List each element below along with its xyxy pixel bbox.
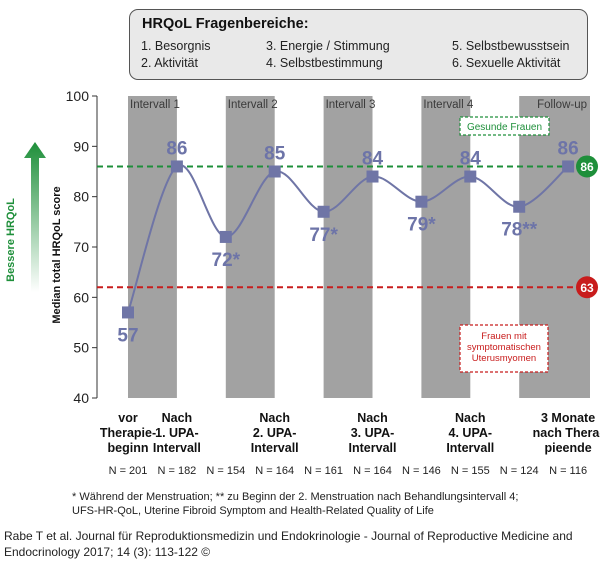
healthy-label-text: Gesunde Frauen <box>467 122 542 133</box>
interval-band-2 <box>225 96 275 398</box>
data-point-label: 79* <box>407 215 436 236</box>
footnote-abbreviation: UFS-HR-QoL, Uterine Fibroid Symptom and … <box>72 505 434 517</box>
data-point-marker <box>268 165 281 178</box>
better-hrqol-arrow <box>24 142 46 292</box>
data-point-label: 85 <box>264 144 286 165</box>
interval-band-label: Intervall 2 <box>228 99 278 111</box>
sample-size-label: N = 201 <box>109 465 148 477</box>
data-point-marker <box>366 170 379 183</box>
data-point-label: 86 <box>558 138 579 159</box>
data-point-marker <box>219 230 232 243</box>
data-point-label: 57 <box>117 325 138 346</box>
sample-size-label: N = 146 <box>402 465 441 477</box>
data-point-label: 72* <box>212 250 241 271</box>
legend-item-besorgnis: 1. Besorgnis <box>141 39 211 53</box>
data-point-label: 77* <box>309 225 338 246</box>
sample-size-label: N = 164 <box>353 465 392 477</box>
x-category-label: Intervall <box>153 441 201 455</box>
x-category-label: Nach <box>259 411 290 425</box>
reference-badge-value: 86 <box>580 160 594 174</box>
interval-band-3 <box>323 96 373 398</box>
fibroids-label-text: symptomatischen <box>467 342 541 353</box>
x-category-label: beginn <box>108 441 149 455</box>
interval-band-label: Intervall 4 <box>423 99 473 111</box>
x-category-label: Therapie- <box>100 426 156 440</box>
x-category-label: 2. UPA- <box>253 426 297 440</box>
fibroids-label-box <box>459 324 549 373</box>
data-point-marker <box>464 170 477 183</box>
data-point-label: 78** <box>501 220 538 241</box>
legend-item-selbstbewusstsein: 5. Selbstbewusstsein <box>452 39 570 53</box>
x-category-label: 3. UPA- <box>351 426 395 440</box>
legend-item-energie: 3. Energie / Stimmung <box>266 39 390 53</box>
x-category-label: Nach <box>357 411 388 425</box>
interval-band-label: Follow-up <box>537 99 587 111</box>
interval-band-label: Intervall 1 <box>130 99 180 111</box>
sample-size-label: N = 154 <box>206 465 245 477</box>
sample-size-label: N = 182 <box>157 465 196 477</box>
x-category-label: pieende <box>544 441 591 455</box>
y-tick-label: 100 <box>66 88 90 104</box>
x-category-label: Nach <box>455 411 486 425</box>
sample-size-label: N = 124 <box>500 465 539 477</box>
data-point-marker <box>415 195 428 208</box>
x-category-label: 4. UPA- <box>449 426 493 440</box>
y-axis-title: Median total HRQoL score <box>51 186 63 323</box>
legend-item-aktivitaet: 2. Aktivität <box>141 56 198 70</box>
y-tick-label: 80 <box>73 189 89 205</box>
better-hrqol-label: Bessere HRQoL <box>5 198 17 282</box>
legend-box: HRQoL Fragenbereiche: 1. Besorgnis 2. Ak… <box>129 9 588 80</box>
sample-size-label: N = 116 <box>549 465 587 477</box>
x-category-label: Nach <box>162 411 193 425</box>
legend-title: HRQoL Fragenbereiche: <box>142 16 309 32</box>
x-category-label: Intervall <box>446 441 494 455</box>
fibroids-label-text: Frauen mit <box>481 331 527 342</box>
citation-line-2: Endocrinology 2017; 14 (3): 113-122 © <box>4 545 211 559</box>
legend-item-sexuelle-aktivitaet: 6. Sexuelle Aktivität <box>452 56 561 70</box>
reference-badge <box>576 276 598 299</box>
data-point-label: 84 <box>362 149 384 170</box>
reference-badge <box>576 155 598 178</box>
x-category-label: 3 Monate <box>541 411 595 425</box>
reference-badge-value: 63 <box>580 281 594 295</box>
data-point-marker <box>122 306 134 319</box>
y-tick-label: 90 <box>73 138 89 154</box>
sample-size-label: N = 164 <box>255 465 294 477</box>
data-point-marker <box>317 205 330 218</box>
data-point-label: 84 <box>460 149 482 170</box>
citation-line-1: Rabe T et al. Journal für Reproduktionsm… <box>4 529 573 543</box>
x-category-label: Intervall <box>251 441 299 455</box>
interval-band-1 <box>128 96 177 398</box>
footnote-asterisks: * Während der Menstruation; ** zu Beginn… <box>72 491 519 503</box>
x-category-label: 1. UPA- <box>155 426 199 440</box>
fibroids-label-text: Uterusmyomen <box>472 353 536 364</box>
y-tick-label: 60 <box>73 289 89 305</box>
y-tick-label: 50 <box>73 340 89 356</box>
y-tick-label: 70 <box>73 239 89 255</box>
interval-band-label: Intervall 3 <box>326 99 376 111</box>
legend-item-selbstbestimmung: 4. Selbstbestimmung <box>266 56 383 70</box>
data-point-marker <box>170 160 183 173</box>
sample-size-label: N = 155 <box>451 465 490 477</box>
x-category-label: vor <box>118 411 138 425</box>
healthy-label-box <box>459 116 550 136</box>
data-point-marker <box>513 200 526 213</box>
data-point-marker <box>562 160 575 173</box>
sample-size-label: N = 161 <box>304 465 343 477</box>
x-category-label: Intervall <box>349 441 397 455</box>
data-point-label: 86 <box>166 138 187 159</box>
x-category-label: nach Thera- <box>533 426 600 440</box>
y-tick-label: 40 <box>73 390 89 406</box>
